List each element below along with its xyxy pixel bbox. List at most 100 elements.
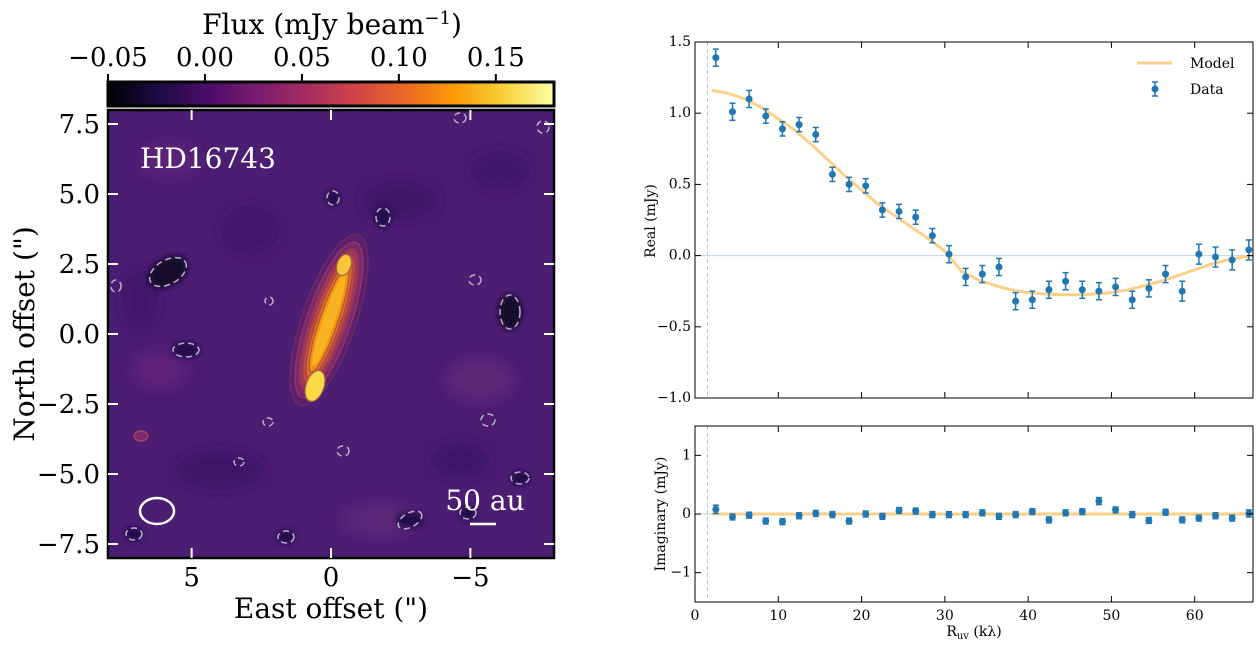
data-point — [712, 504, 720, 515]
y-tick-label: −1.0 — [657, 390, 691, 406]
data-point — [1162, 264, 1170, 284]
map-y-tick-label: −7.5 — [37, 530, 100, 560]
positive-noise-contour — [133, 430, 149, 442]
data-marker — [745, 95, 753, 103]
map-y-label: North offset (") — [8, 226, 41, 442]
data-marker — [762, 112, 770, 120]
data-marker — [1178, 287, 1186, 295]
data-point — [845, 176, 853, 193]
data-marker — [1245, 509, 1253, 517]
data-point — [795, 116, 803, 133]
data-point — [778, 517, 786, 526]
x-tick-label: 60 — [1186, 608, 1204, 624]
legend-model-label: Model — [1190, 56, 1235, 72]
data-marker — [1195, 250, 1203, 258]
data-marker — [1212, 512, 1220, 520]
colorbar-tick-label: 0.15 — [467, 43, 525, 73]
data-marker — [1078, 286, 1086, 294]
real-data-points — [712, 48, 1253, 311]
data-point — [995, 257, 1003, 277]
disk-peak-south — [304, 369, 326, 403]
imaginary-data-points — [712, 496, 1253, 526]
data-point — [1112, 506, 1120, 514]
colorbar — [106, 80, 556, 108]
data-point — [895, 203, 903, 220]
map-y-tick-label: 2.5 — [59, 250, 100, 280]
data-point — [1045, 280, 1053, 300]
target-label: HD16743 — [140, 142, 276, 175]
data-point — [978, 264, 986, 284]
data-point — [1078, 507, 1086, 516]
data-point — [1128, 510, 1136, 519]
data-point — [945, 510, 953, 519]
real-model-line — [711, 88, 1253, 297]
data-point — [728, 102, 736, 122]
data-marker — [1112, 506, 1120, 514]
data-point — [1112, 277, 1120, 297]
data-point — [1062, 271, 1070, 291]
data-marker — [712, 505, 720, 513]
real-frame — [694, 41, 1254, 399]
data-point — [978, 509, 986, 517]
data-marker — [845, 180, 853, 188]
data-point — [1012, 510, 1020, 519]
scalebar-label: 50 au — [445, 484, 524, 517]
data-marker — [1178, 516, 1186, 524]
data-marker — [728, 108, 736, 116]
x-tick-label: 20 — [853, 608, 871, 624]
data-marker — [728, 513, 736, 521]
data-marker — [845, 517, 853, 525]
data-marker — [1095, 497, 1103, 505]
data-marker — [895, 506, 903, 514]
y-tick-label: 1 — [682, 447, 691, 463]
data-point — [862, 510, 870, 518]
data-point — [828, 510, 836, 519]
data-point — [795, 512, 803, 520]
data-marker — [862, 182, 870, 190]
data-point — [1195, 514, 1203, 522]
data-marker — [978, 509, 986, 517]
map-y-tick-label: −5.0 — [37, 460, 100, 490]
data-marker — [778, 125, 786, 133]
map-y-tick-label: 0.0 — [59, 320, 100, 350]
data-point — [1012, 291, 1020, 311]
map-y-tick-label: −2.5 — [37, 390, 100, 420]
data-point — [1178, 280, 1186, 302]
data-point — [1228, 514, 1236, 522]
data-marker — [1128, 296, 1136, 304]
data-point — [1095, 281, 1103, 301]
legend-data-label: Data — [1190, 82, 1224, 98]
colorbar-tick-label: 0.10 — [370, 43, 428, 73]
data-marker — [1195, 514, 1203, 522]
y-tick-label: 1.5 — [669, 34, 691, 50]
data-marker — [912, 213, 920, 221]
data-marker — [995, 263, 1003, 271]
colorbar-tick-label: 0.00 — [176, 43, 234, 73]
data-marker — [862, 510, 870, 518]
disk-emission — [289, 233, 369, 407]
data-marker — [1112, 283, 1120, 291]
data-marker — [1145, 284, 1153, 292]
data-marker — [878, 512, 886, 520]
y-tick-label: 1.0 — [669, 105, 691, 121]
real-panel: −1.0 −0.5 0.0 0.5 1.0 1.5 Real (mJy) Model Da… — [643, 34, 1254, 406]
data-marker — [1228, 514, 1236, 522]
map-ticks: 5 0 −5 7.5 5.0 2.5 0.0 −2.5 −5.0 −7.5 — [37, 110, 554, 593]
data-point — [1145, 516, 1153, 525]
map-y-tick-label: 7.5 — [59, 110, 100, 140]
data-point — [1045, 516, 1053, 524]
data-marker — [1045, 286, 1053, 294]
real-ticks: −1.0 −0.5 0.0 0.5 1.0 1.5 — [657, 34, 1253, 406]
data-point — [912, 507, 920, 515]
data-marker — [1128, 511, 1136, 519]
data-marker — [778, 518, 786, 526]
colorbar-label: Flux (mJy beam−1) — [202, 8, 462, 41]
real-y-label: Real (mJy) — [643, 184, 659, 258]
data-marker — [1078, 508, 1086, 516]
data-point — [1245, 509, 1253, 518]
y-tick-label: −1 — [670, 565, 691, 581]
data-marker — [1062, 509, 1070, 517]
data-point — [862, 177, 870, 194]
data-marker — [912, 507, 920, 515]
